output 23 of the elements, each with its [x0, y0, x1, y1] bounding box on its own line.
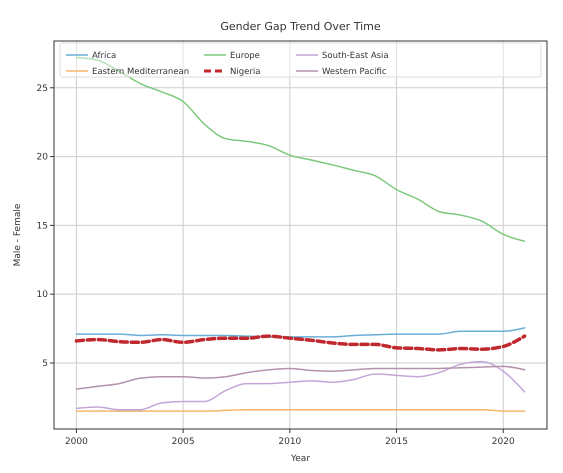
legend-label: Nigeria: [230, 67, 260, 77]
legend-label: Europe: [230, 51, 260, 61]
x-tick-label: 2005: [172, 437, 195, 447]
legend-label: Eastern Mediterranean: [92, 67, 190, 77]
legend-label: Western Pacific: [322, 67, 387, 77]
legend-label: South-East Asia: [322, 51, 389, 61]
line-series: [76, 327, 526, 338]
line-series: [74, 334, 526, 352]
line-series: [76, 366, 526, 390]
y-tick-label: 25: [36, 84, 48, 94]
x-axis-title: Year: [290, 454, 310, 464]
y-tick-label: 20: [36, 152, 48, 163]
chart-title: Gender Gap Trend Over Time: [220, 20, 381, 33]
y-tick-label: 15: [36, 221, 48, 232]
line-series: [76, 360, 526, 410]
x-tick-label: 2015: [385, 437, 408, 447]
x-tick-label: 2010: [278, 437, 302, 447]
y-axis-title: Male - Female: [13, 203, 23, 266]
x-tick-label: 2020: [492, 437, 515, 447]
legend-label: Africa: [92, 51, 116, 61]
y-tick-label: 5: [42, 358, 48, 369]
y-tick-label: 10: [36, 290, 48, 300]
x-tick-label: 2000: [64, 437, 88, 447]
